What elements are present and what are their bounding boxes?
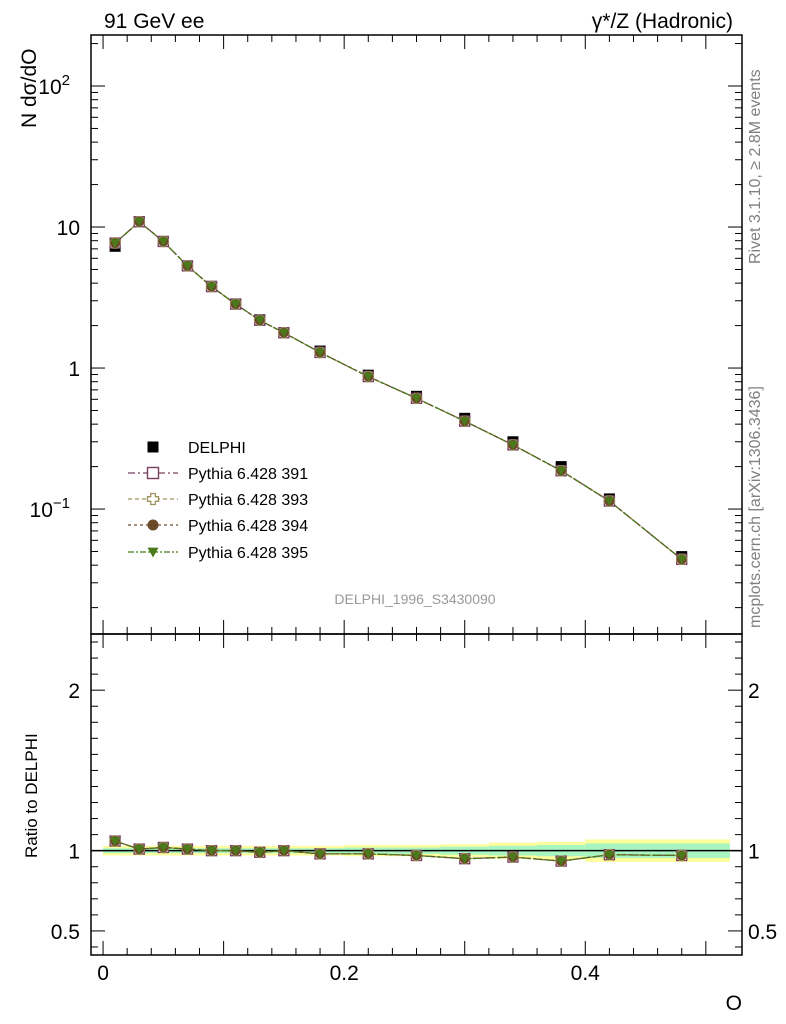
data-point xyxy=(411,851,422,861)
data-point xyxy=(147,519,159,531)
data-point xyxy=(254,316,265,326)
ratio-y-tick-label: 1 xyxy=(748,841,760,864)
data-point xyxy=(158,237,169,247)
data-point xyxy=(254,848,265,858)
data-point xyxy=(206,282,217,292)
data-point xyxy=(459,854,470,864)
analysis-id-label: DELPHI_1996_S3430090 xyxy=(334,591,495,607)
rivet-version-label: Rivet 3.1.10, ≥ 2.8M events xyxy=(747,69,764,264)
ratio-y-tick-label: 2 xyxy=(748,680,760,703)
main-plot: 10−1 1 10 102 xyxy=(30,34,743,635)
y-tick-label: 102 xyxy=(38,72,70,99)
data-point xyxy=(110,239,121,249)
data-point xyxy=(315,849,326,859)
data-point xyxy=(182,845,193,855)
data-point xyxy=(676,851,687,861)
legend-label: Pythia 6.428 395 xyxy=(188,545,308,562)
data-point xyxy=(206,846,217,856)
data-point xyxy=(147,441,159,453)
data-point xyxy=(230,846,241,856)
ratio-y-tick-label: 0.5 xyxy=(51,921,80,944)
data-point xyxy=(230,300,241,310)
x-axis-label: O xyxy=(726,992,742,1015)
data-point xyxy=(158,843,169,853)
main-y-axis-label: N dσ/dO xyxy=(18,49,41,129)
x-tick-label: 0 xyxy=(97,962,109,985)
x-tick-label: 0.2 xyxy=(330,962,359,985)
right-title: γ*/Z (Hadronic) xyxy=(592,10,733,33)
data-point xyxy=(278,846,289,856)
data-point xyxy=(315,348,326,358)
mcplots-label: mcplots.cern.ch [arXiv:1306.3436] xyxy=(747,386,764,628)
data-point xyxy=(363,372,374,382)
ratio-y-tick-label: 0.5 xyxy=(748,921,777,944)
data-point xyxy=(278,328,289,338)
data-point xyxy=(147,547,159,558)
data-point xyxy=(507,853,518,863)
legend-label: Pythia 6.428 391 xyxy=(188,466,308,483)
ratio-plot-frame xyxy=(90,633,743,956)
legend-label: Pythia 6.428 393 xyxy=(188,492,308,509)
left-title: 91 GeV ee xyxy=(104,10,204,33)
data-point xyxy=(604,497,615,507)
legend-label: DELPHI xyxy=(188,440,246,457)
data-point xyxy=(134,845,145,855)
data-point xyxy=(676,555,687,565)
data-point xyxy=(507,440,518,450)
data-point xyxy=(604,850,615,860)
ratio-y-tick-label: 2 xyxy=(68,680,80,703)
y-tick-label: 10 xyxy=(57,217,80,240)
series-line xyxy=(114,220,683,560)
data-point xyxy=(110,837,121,847)
ratio-y-tick-label: 1 xyxy=(68,841,80,864)
data-point xyxy=(146,492,160,506)
data-point xyxy=(459,417,470,427)
legend-label: Pythia 6.428 394 xyxy=(188,518,308,535)
data-point xyxy=(556,466,567,476)
data-point xyxy=(134,217,145,227)
y-tick-label: 10−1 xyxy=(30,495,70,522)
ratio-y-axis-label: Ratio to DELPHI xyxy=(22,733,41,858)
data-point xyxy=(363,849,374,859)
ratio-plot: 0.5 0.5 1 1 2 2 0 0.2 0.4 xyxy=(51,633,777,985)
y-tick-label: 1 xyxy=(68,358,80,381)
ratio-series-line xyxy=(114,840,682,862)
legend: DELPHI Pythia 6.428 391 Pythia 6.428 393 Py… xyxy=(128,440,308,562)
data-point xyxy=(146,466,160,480)
data-point xyxy=(411,394,422,404)
x-tick-label: 0.4 xyxy=(571,962,601,985)
data-point xyxy=(182,261,193,271)
data-point xyxy=(556,857,567,867)
